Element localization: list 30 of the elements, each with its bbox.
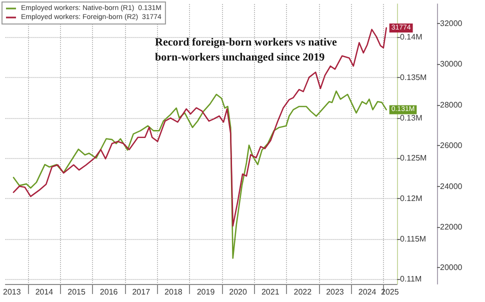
- line-series: [12, 90, 387, 259]
- y2-tick-label: 30000: [440, 60, 463, 69]
- y-tick-label: 0.135M: [400, 72, 428, 82]
- x-tick-label: 2014: [35, 288, 54, 296]
- y2-tick-label: 24000: [440, 182, 463, 191]
- y2-tick-label: 22000: [440, 222, 463, 232]
- x-tick-label: 2020: [229, 288, 248, 296]
- x-tick-label: 2024: [358, 288, 377, 296]
- x-tick-label: 2022: [294, 288, 312, 296]
- y-tick-label: 0.14M: [400, 32, 423, 42]
- y-tick-label: 0.125M: [400, 154, 428, 163]
- x-tick-label: 2021: [261, 288, 280, 296]
- y-tick-label: 0.115M: [400, 234, 426, 244]
- y2-tick-label: 28000: [440, 100, 463, 110]
- x-tick-label: 2016: [100, 288, 118, 296]
- x-tick-label: 2015: [68, 288, 86, 296]
- text: Record foreign-born workers vs native born-workers unchanged since 2019: [155, 36, 340, 64]
- x-tick-label: 2019: [196, 288, 216, 296]
- y2-tick-label: 26000: [440, 141, 463, 150]
- y-tick-label: 0.11M: [400, 274, 422, 284]
- x-tick-label: 2013: [3, 288, 22, 296]
- y-tick-label: 0.12M: [400, 194, 423, 203]
- line-series: [12, 27, 387, 227]
- y2-tick-label: 32000: [440, 18, 463, 28]
- x-tick-label: 2017: [132, 288, 151, 296]
- x-tick-label: 2018: [164, 288, 183, 296]
- x-tick-label: 2023: [326, 288, 344, 296]
- y2-tick-label: 20000: [440, 263, 463, 272]
- y-tick-label: 0.13M: [400, 113, 423, 122]
- x-tick-label: 2025: [380, 288, 400, 296]
